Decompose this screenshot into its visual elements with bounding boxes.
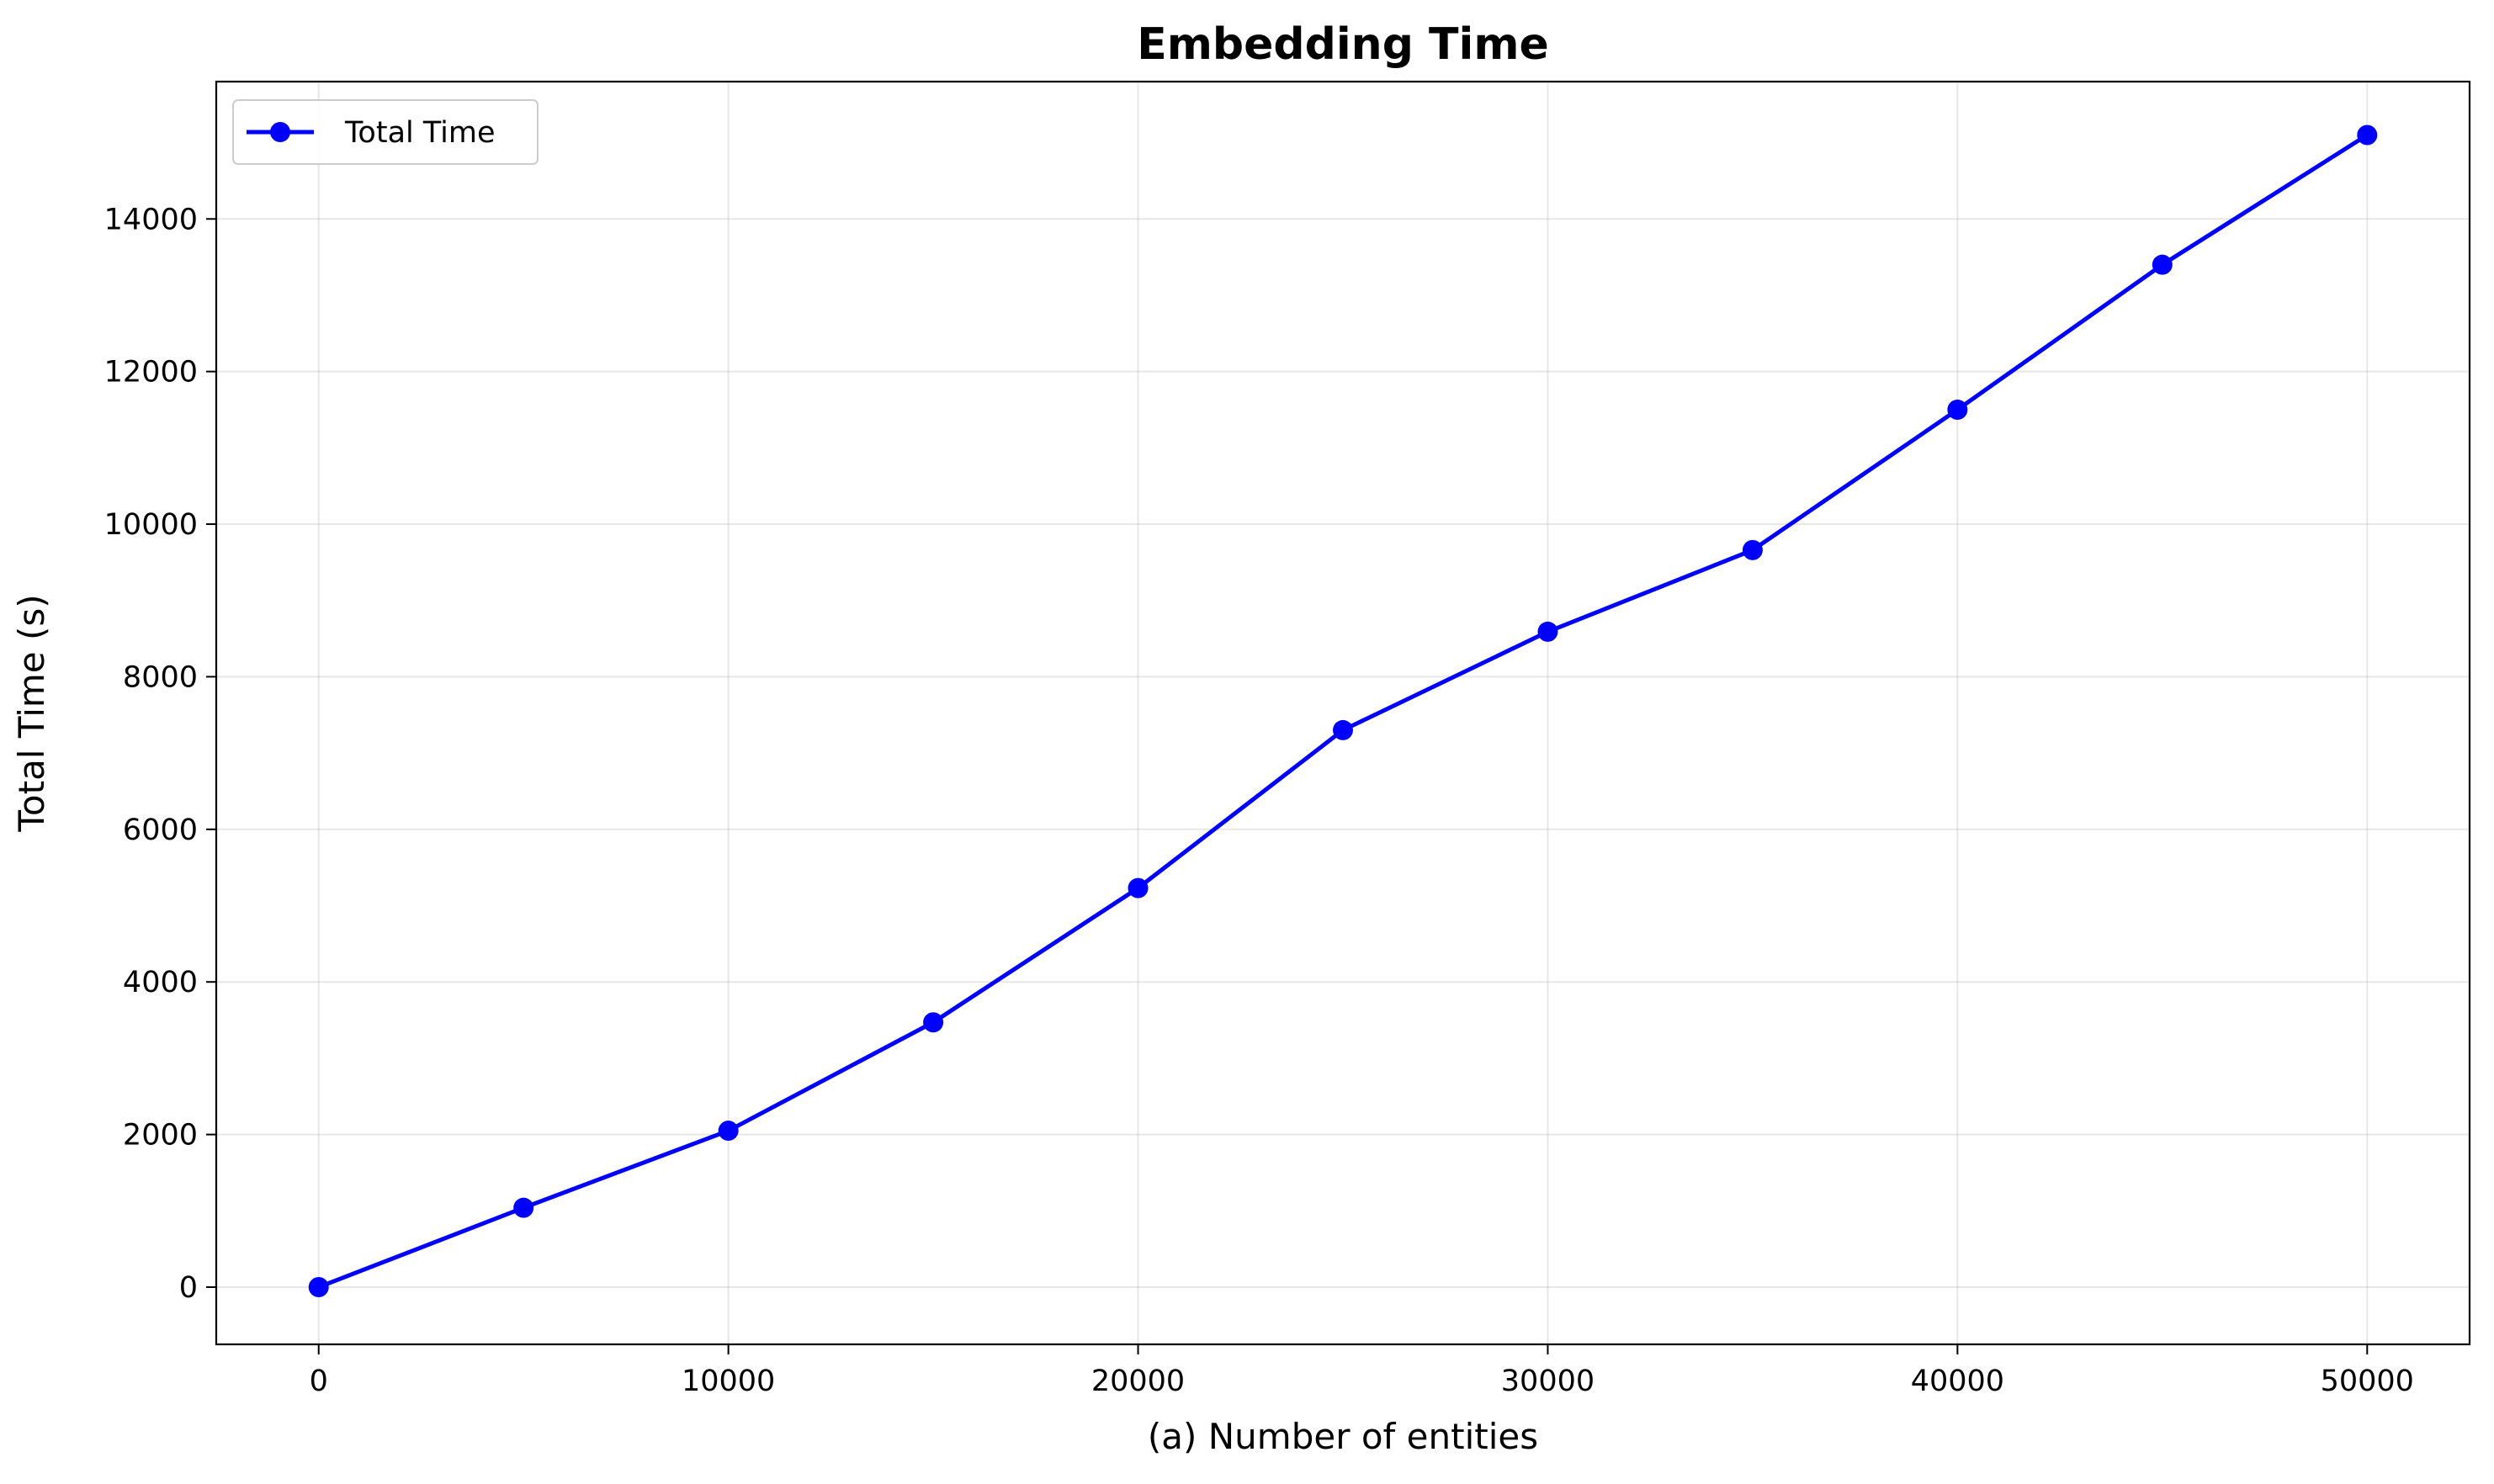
data-point (923, 1012, 944, 1033)
legend-marker-swatch (270, 122, 290, 142)
x-tick-label: 20000 (1091, 1365, 1185, 1398)
x-tick-label: 40000 (1911, 1365, 2004, 1398)
x-tick-label: 0 (310, 1365, 328, 1398)
x-axis-label: (a) Number of entities (1148, 1416, 1538, 1457)
data-point (1537, 621, 1558, 642)
data-point (1742, 539, 1763, 560)
series-line (317, 133, 2369, 1290)
data-point (1333, 719, 1353, 740)
y-axis-label: Total Time (s) (11, 594, 52, 832)
data-point (2152, 254, 2173, 275)
x-tick-label: 50000 (2321, 1365, 2414, 1398)
data-point (1947, 399, 1968, 420)
plot-frame (215, 80, 2471, 1346)
y-tick-label: 10000 (104, 508, 198, 542)
y-tick-label: 4000 (123, 966, 198, 999)
y-tick-label: 0 (179, 1271, 198, 1305)
y-tick-label: 8000 (123, 660, 198, 694)
data-point (2357, 125, 2378, 146)
axis-ticks: 0 10000 20000 30000 40000 50000 0 2000 4000 6000 8… (104, 203, 2414, 1398)
x-tick-label: 10000 (682, 1365, 775, 1398)
y-tick-label: 12000 (104, 356, 198, 390)
y-tick-label: 2000 (123, 1119, 198, 1153)
x-tick-label: 30000 (1501, 1365, 1595, 1398)
grid-lines (216, 82, 2470, 1344)
data-point (718, 1121, 739, 1142)
legend-box (232, 99, 539, 165)
chart-title: Embedding Time (1137, 19, 1549, 70)
series-layer (308, 125, 2378, 1297)
data-point (308, 1276, 329, 1297)
data-point (513, 1197, 534, 1218)
y-tick-label: 14000 (104, 203, 198, 236)
legend-label-total-time: Total Time (344, 116, 496, 150)
legend: Total Time (232, 99, 539, 165)
y-tick-label: 6000 (123, 814, 198, 847)
data-point (1128, 877, 1149, 898)
